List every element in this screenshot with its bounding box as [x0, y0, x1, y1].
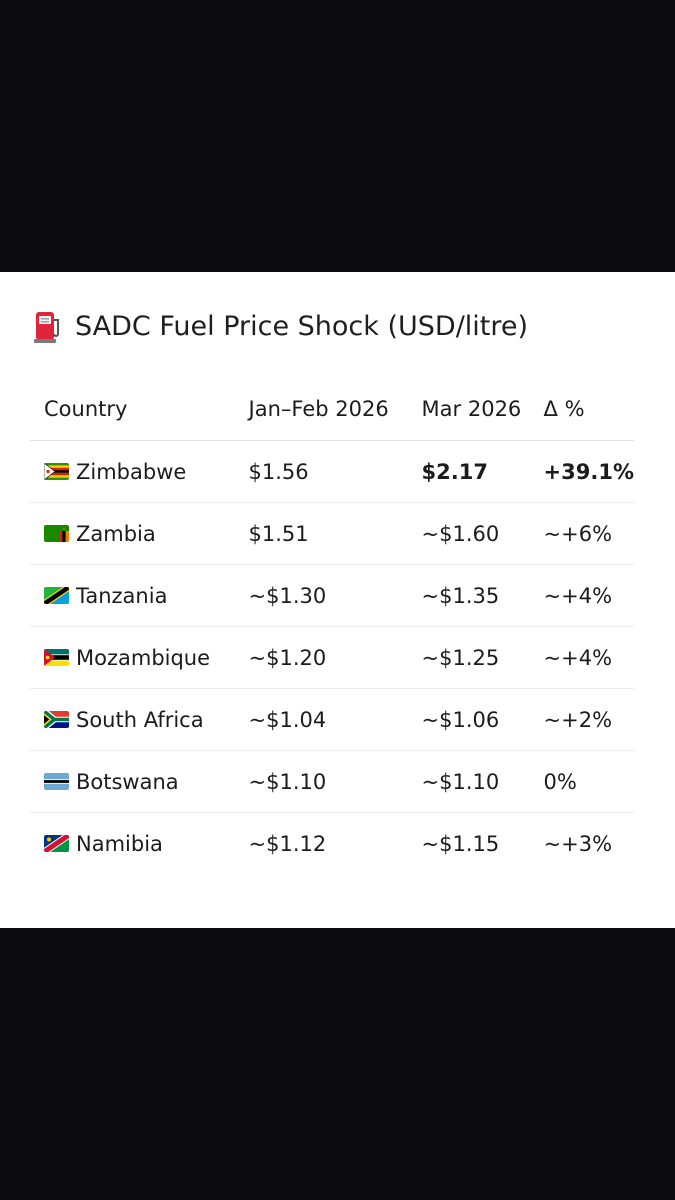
mar-price: ~$1.10 — [421, 750, 544, 813]
jan-feb-price: $1.56 — [248, 440, 422, 503]
country-cell: Mozambique — [44, 646, 249, 670]
change-percent: 0% — [543, 750, 634, 813]
change-percent: ~+3% — [543, 831, 613, 856]
jan-feb-price: ~$1.30 — [248, 564, 422, 627]
jan-feb-price: ~$1.20 — [248, 626, 422, 689]
country-cell: South Africa — [44, 708, 249, 732]
table-row: Tanzania ~$1.30 ~$1.35 ~+4% — [30, 564, 634, 627]
page-title: SADC Fuel Price Shock (USD/litre) — [33, 306, 528, 346]
country-name: Zimbabwe — [76, 459, 187, 484]
change-percent: ~+4% — [543, 564, 634, 627]
country-name: Zambia — [76, 521, 156, 546]
fuel-pump-icon — [33, 308, 63, 344]
table-row: South Africa ~$1.04 ~$1.06 ~+2% — [30, 688, 634, 751]
botswana-flag-icon — [44, 773, 69, 790]
namibia-flag-icon — [44, 835, 69, 852]
change-percent: +39.1% — [543, 440, 634, 503]
change-percent: ~+6% — [543, 502, 634, 565]
zambia-flag-icon — [44, 525, 69, 542]
content-card: SADC Fuel Price Shock (USD/litre) Countr… — [0, 272, 675, 928]
table-row: Namibia ~$1.12 ~$1.15 ~+3% — [30, 813, 634, 875]
title-text: SADC Fuel Price Shock (USD/litre) — [75, 310, 529, 342]
country-cell: Zimbabwe — [44, 460, 249, 484]
change-percent: ~+2% — [543, 688, 634, 751]
mar-price: ~$1.35 — [421, 564, 544, 627]
country-cell: Zambia — [44, 522, 249, 546]
country-name: Tanzania — [76, 583, 168, 608]
column-header-mar: Mar 2026 — [421, 378, 544, 441]
change-percent: ~+4% — [543, 626, 634, 689]
mar-price: $2.17 — [421, 440, 544, 503]
country-name: Mozambique — [76, 645, 211, 670]
jan-feb-price: ~$1.04 — [248, 688, 422, 751]
zimbabwe-flag-icon — [44, 463, 69, 480]
table-row: Mozambique ~$1.20 ~$1.25 ~+4% — [30, 626, 634, 689]
mar-price: ~$1.15 — [421, 831, 500, 856]
mar-price: ~$1.60 — [421, 502, 544, 565]
table-row: Botswana ~$1.10 ~$1.10 0% — [30, 750, 634, 813]
table-header-row: Country Jan–Feb 2026 Mar 2026 Δ % — [30, 378, 634, 441]
country-cell: Botswana — [44, 770, 249, 794]
table-row: Zambia $1.51 ~$1.60 ~+6% — [30, 502, 634, 565]
country-name: South Africa — [76, 707, 204, 732]
country-cell: Namibia — [44, 832, 249, 856]
jan-feb-price: ~$1.12 — [248, 831, 327, 856]
mar-price: ~$1.06 — [421, 688, 544, 751]
country-cell: Tanzania — [44, 584, 249, 608]
country-name: Botswana — [76, 769, 179, 794]
column-header-country: Country — [30, 378, 249, 441]
mar-price: ~$1.25 — [421, 626, 544, 689]
table-row: Zimbabwe $1.56 $2.17 +39.1% — [30, 440, 634, 503]
column-header-change: Δ % — [543, 378, 634, 441]
jan-feb-price: $1.51 — [248, 502, 422, 565]
country-name: Namibia — [76, 831, 163, 856]
column-header-jan-feb: Jan–Feb 2026 — [248, 378, 422, 441]
mozambique-flag-icon — [44, 649, 69, 666]
tanzania-flag-icon — [44, 587, 69, 604]
fuel-price-table: Country Jan–Feb 2026 Mar 2026 Δ % — [30, 378, 634, 874]
south-africa-flag-icon — [44, 711, 69, 728]
jan-feb-price: ~$1.10 — [248, 750, 422, 813]
